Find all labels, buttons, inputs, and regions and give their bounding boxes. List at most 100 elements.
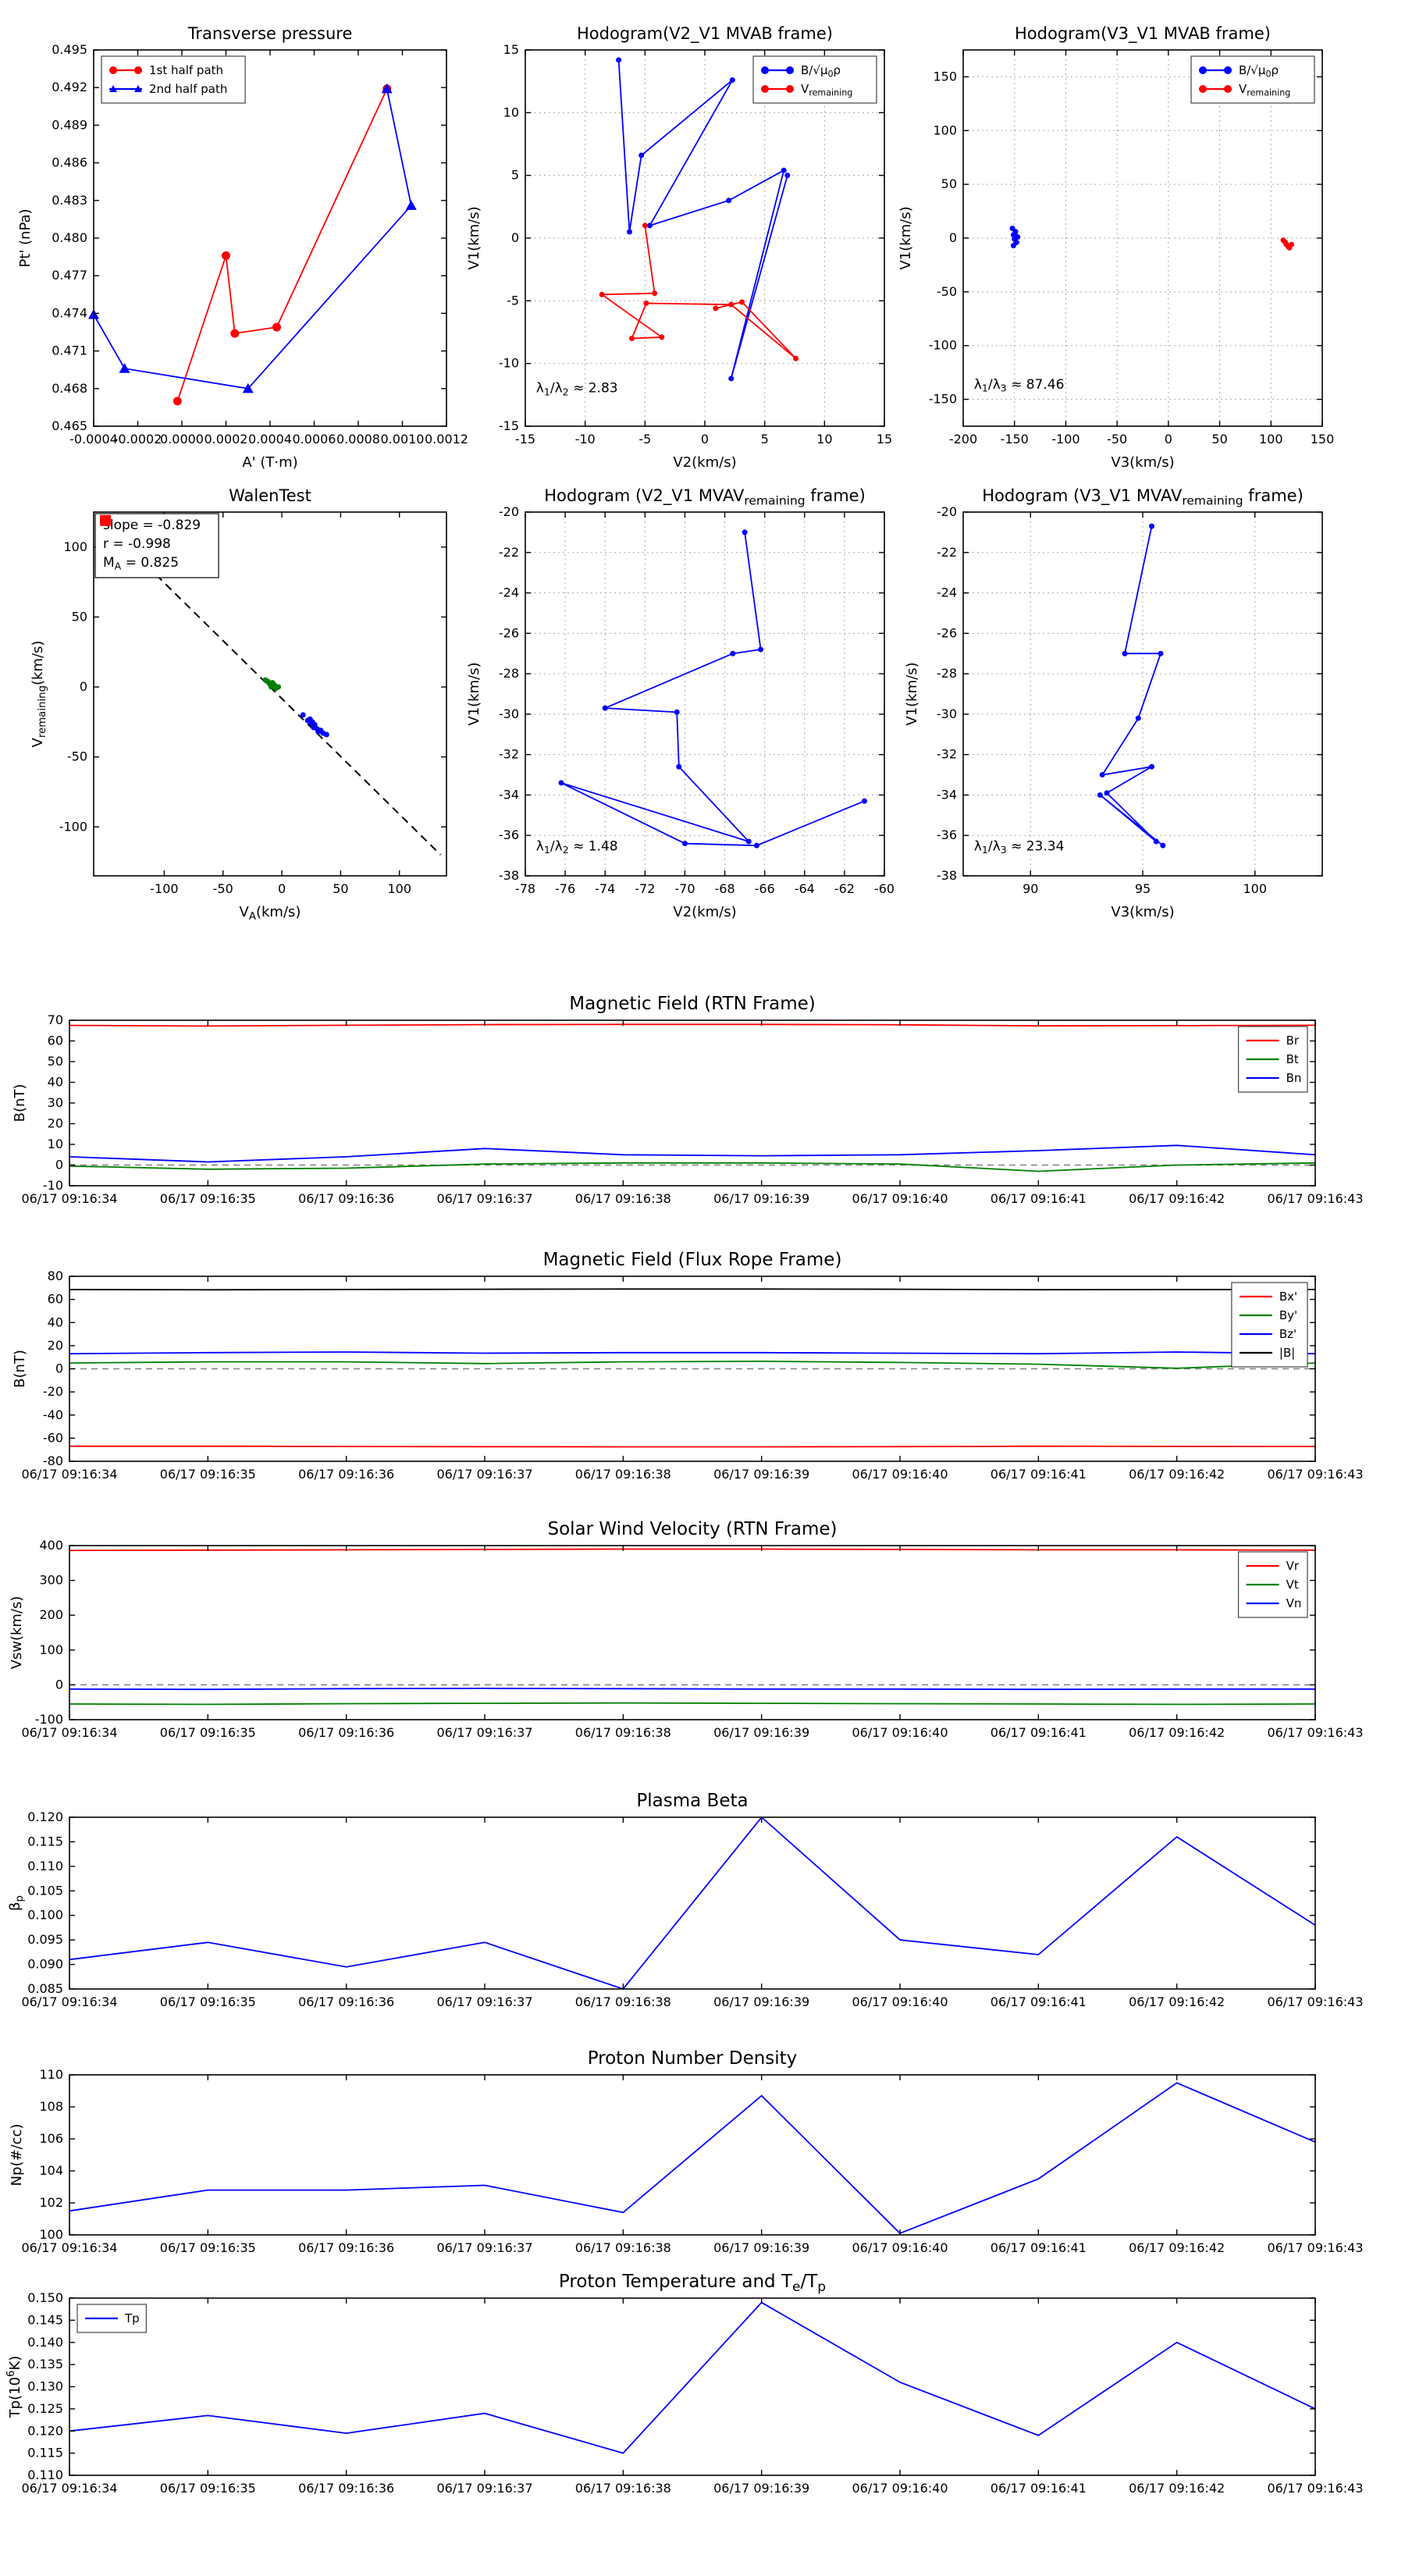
x-tick-label: 06/17 09:16:40 [852, 1191, 948, 1206]
legend-label: 2nd half path [149, 82, 227, 96]
y-tick-label: 0.145 [27, 2312, 63, 2327]
x-tick-label: -72 [635, 881, 655, 896]
y-tick-label: 0.120 [27, 2423, 63, 2438]
axes-frame [69, 1545, 1316, 1720]
series-Vt [69, 1702, 1316, 1706]
x-tick-label: 0 [1165, 432, 1172, 447]
y-tick-label: -150 [929, 392, 957, 407]
annotation: λ1/λ2 ≈ 1.48 [536, 838, 618, 856]
x-tick-label: 06/17 09:16:40 [852, 2481, 948, 2496]
x-tick-label: 0 [278, 881, 286, 896]
x-tick-label: 0.0002 [205, 432, 248, 447]
y-tick-label: 50 [48, 1054, 63, 1069]
legend: B/√μ0ρ Vremaining [1190, 55, 1315, 104]
y-tick-label: 0.095 [27, 1932, 63, 1947]
x-tick-label: -64 [795, 881, 815, 896]
x-tick-label: 06/17 09:16:41 [991, 1467, 1087, 1482]
axes-frame [525, 511, 885, 877]
chart-title: Proton Number Density [588, 2048, 798, 2069]
x-tick-label: 06/17 09:16:37 [436, 1725, 532, 1740]
series-Br [69, 1023, 1316, 1027]
x-tick-label: -50 [213, 881, 233, 896]
chart-hodogram-v2v1-mvab: -15 -10 -5 0 5 10 15 -15 -10 -5 0 5 10 15 Hodogram(V2_… [466, 24, 892, 471]
x-tick-label: -74 [595, 881, 615, 896]
x-tick-label: 06/17 09:16:42 [1129, 2240, 1225, 2255]
chart-hodogram-v3v1-mvab: -200 -150 -100 -50 0 50 100 150 -150 -100 -50 0 50 10… [898, 24, 1334, 471]
annotation: λ1/λ3 ≈ 87.46 [974, 377, 1065, 394]
chart-hodogram-v3v1-mvav: 90 95 100 -38 -36 -34 -32 -30 -28 -26 -24 -22 -20 Hod… [904, 486, 1323, 920]
x-tick-label: 06/17 09:16:38 [575, 2481, 671, 2496]
y-axis-label: Pt' (nPa) [17, 208, 34, 267]
x-tick-label: 06/17 09:16:37 [436, 1467, 532, 1482]
y-axis-label: Vremaining(km/s) [30, 641, 48, 748]
x-tick-label: 06/17 09:16:36 [298, 1467, 394, 1482]
x-tick-label: 06/17 09:16:42 [1129, 1191, 1225, 1206]
y-tick-label: 50 [72, 609, 87, 624]
y-axis-label: B(nT) [12, 1350, 28, 1388]
y-tick-label: -36 [937, 827, 957, 842]
y-tick-label: -100 [35, 1712, 63, 1727]
y-tick-label: 0.495 [52, 42, 87, 57]
y-tick-label: -28 [499, 666, 519, 681]
x-tick-label: 06/17 09:16:42 [1129, 1994, 1225, 2009]
x-axis-label: V2(km/s) [673, 904, 736, 920]
y-tick-label: 0.486 [52, 155, 87, 170]
chart-title: Magnetic Field (RTN Frame) [569, 994, 816, 1014]
y-tick-label: 40 [48, 1315, 63, 1329]
y-tick-label: 20 [48, 1116, 63, 1131]
series-B/√μ0ρ [1009, 226, 1021, 249]
y-tick-label: -26 [937, 625, 957, 640]
y-axis-label: B(nT) [12, 1084, 28, 1123]
y-axis-label: βp [7, 1895, 26, 1911]
x-tick-label: 06/17 09:16:42 [1129, 2481, 1225, 2496]
x-tick-label: 06/17 09:16:39 [713, 1467, 809, 1482]
x-tick-label: 06/17 09:16:43 [1267, 2240, 1363, 2255]
x-tick-label: 0.0004 [248, 432, 292, 447]
x-axis-label: A' (T·m) [242, 454, 297, 471]
legend-label: Vremaining [801, 82, 852, 98]
y-tick-label: 0.115 [27, 1834, 63, 1848]
legend-label: Vremaining [1239, 82, 1290, 98]
x-tick-label: 0.0008 [336, 432, 380, 447]
legend-label: B/√μ0ρ [1239, 63, 1279, 79]
y-tick-label: -5 [507, 293, 519, 308]
x-tick-label: -100 [1051, 432, 1080, 447]
y-tick-label: 30 [48, 1095, 63, 1110]
series-Vremaining [1280, 237, 1295, 251]
y-tick-label: 0.465 [52, 418, 87, 433]
y-tick-label: 100 [933, 123, 957, 137]
series-proton-density-0 [69, 2082, 1316, 2235]
legend-label: By' [1279, 1308, 1297, 1322]
legend-label: Tp [124, 2311, 140, 2325]
x-tick-label: 06/17 09:16:42 [1129, 1467, 1225, 1482]
y-tick-label: 0.489 [52, 117, 87, 132]
y-tick-label: 0 [55, 1677, 63, 1692]
axes-frame [69, 2297, 1316, 2476]
x-tick-label: 10 [816, 432, 832, 447]
x-tick-label: 06/17 09:16:35 [160, 1191, 256, 1206]
series-hodogram-v2v1-mvav-0 [558, 529, 867, 849]
series-walen-test-2 [300, 712, 329, 738]
axes-frame [69, 2074, 1316, 2236]
y-tick-label: 0.130 [27, 2379, 63, 2394]
y-tick-label: 100 [39, 2227, 63, 2242]
x-tick-label: 06/17 09:16:38 [575, 2240, 671, 2255]
x-tick-label: -66 [755, 881, 775, 896]
x-tick-label: 0.0012 [425, 432, 468, 447]
y-tick-label: -20 [937, 504, 957, 519]
x-tick-label: 06/17 09:16:43 [1267, 2481, 1363, 2496]
y-tick-label: -80 [43, 1453, 63, 1468]
y-tick-label: -50 [937, 284, 957, 299]
chart-title: Hodogram(V3_V1 MVAB frame) [1015, 24, 1271, 44]
x-tick-label: 06/17 09:16:41 [991, 2481, 1087, 2496]
y-tick-label: 80 [48, 1268, 63, 1283]
x-tick-label: 100 [1243, 881, 1267, 896]
x-tick-label: 06/17 09:16:42 [1129, 1725, 1225, 1740]
series-|B| [69, 1288, 1316, 1291]
y-tick-label: -20 [499, 504, 519, 519]
y-axis-label: Np(#/cc) [9, 2124, 25, 2186]
y-tick-label: 0.100 [27, 1908, 63, 1923]
x-tick-label: 0.0000 [160, 432, 204, 447]
